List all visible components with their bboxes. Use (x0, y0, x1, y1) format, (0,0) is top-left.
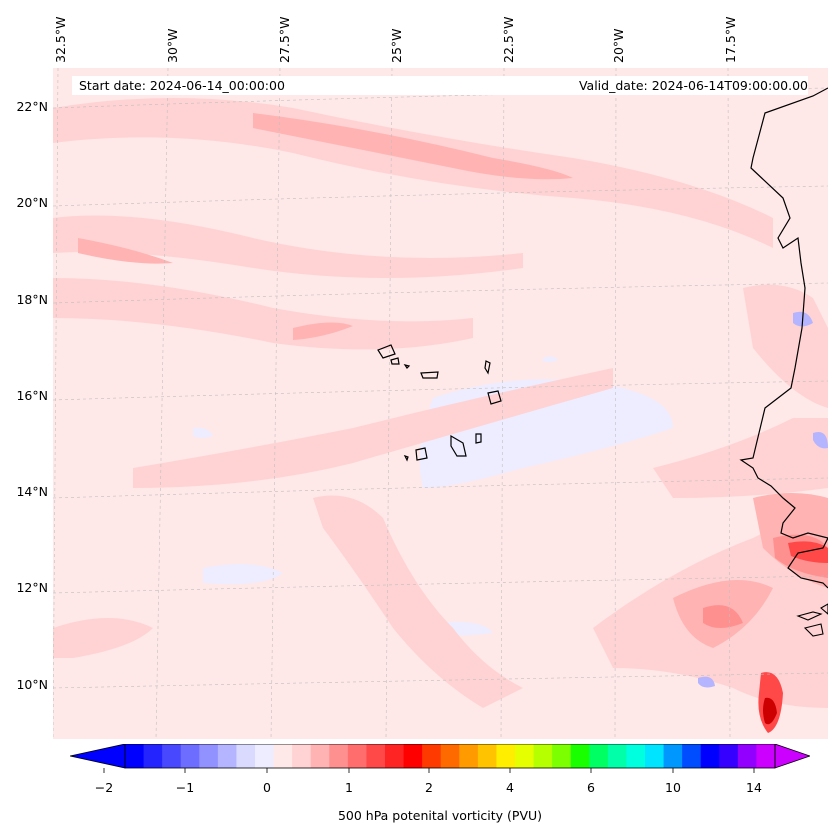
island-santa-luzia (403, 364, 411, 369)
colorbar-tick-label: 4 (506, 780, 514, 795)
colorbar-segment (645, 744, 665, 768)
lon-label-27-5w: 27.5°W (277, 16, 292, 63)
colorbar-segment (552, 744, 572, 768)
colorbar-segment (589, 744, 609, 768)
pv-map (53, 68, 828, 739)
lon-label-25w: 25°W (389, 28, 404, 63)
colorbar-segment (273, 744, 293, 768)
colorbar-segment (626, 744, 646, 768)
bissagos-islands (796, 603, 828, 637)
cape-verde-islands (377, 344, 502, 462)
colorbar-segment (217, 744, 237, 768)
lon-label-20w: 20°W (611, 28, 626, 63)
colorbar-segment (663, 744, 683, 768)
colorbar-max-arrow (774, 744, 810, 769)
colorbar (70, 744, 810, 773)
colorbar-segment (310, 744, 330, 768)
lat-label-12n: 12°N (16, 580, 48, 595)
colorbar-segment (570, 744, 590, 768)
colorbar-segment (385, 744, 405, 768)
colorbar-segment (533, 744, 553, 768)
lon-label-30w: 30°W (165, 28, 180, 63)
colorbar-segment (756, 744, 776, 768)
island-brava (403, 454, 409, 462)
date-info-box (72, 76, 808, 95)
colorbar-segment (292, 744, 312, 768)
colorbar-segment (496, 744, 516, 768)
graticule (53, 68, 828, 739)
colorbar-tick-label: 14 (746, 780, 762, 795)
colorbar-segment (199, 744, 219, 768)
colorbar-segment (347, 744, 367, 768)
lat-label-20n: 20°N (16, 195, 48, 210)
colorbar-tick-label: 6 (587, 780, 595, 795)
low-pv-spots (698, 311, 828, 688)
lat-label-16n: 16°N (16, 388, 48, 403)
colorbar-tick-label: 1 (345, 780, 353, 795)
colorbar-segment (422, 744, 442, 768)
colorbar-segment (329, 744, 349, 768)
colorbar-segment (255, 744, 275, 768)
colorbar-segment (162, 744, 182, 768)
colorbar-tick-label: 10 (665, 780, 681, 795)
colorbar-segment (700, 744, 720, 768)
island-sal (484, 360, 491, 375)
pv-maximum (763, 697, 777, 725)
colorbar-segment (143, 744, 163, 768)
lat-label-22n: 22°N (16, 99, 48, 114)
colorbar-segment (125, 744, 145, 768)
colorbar-tick-label: −1 (175, 780, 195, 795)
colorbar-segment (477, 744, 497, 768)
colorbar-segment (737, 744, 757, 768)
valid-date-text: Valid_date: 2024-06-14T09:00:00.00 (578, 78, 808, 93)
island-santiago (450, 434, 467, 457)
colorbar-segment (682, 744, 702, 768)
colorbar-segment (719, 744, 739, 768)
island-santo-antao (377, 344, 396, 359)
start-date-text: Start date: 2024-06-14_00:00:00 (79, 78, 285, 93)
island-sao-vicente (390, 357, 400, 365)
positive-pv-bands (53, 98, 828, 708)
colorbar-outline (124, 744, 776, 769)
map-panel (53, 68, 828, 739)
colorbar-tick-label: −2 (94, 780, 114, 795)
lat-label-14n: 14°N (16, 484, 48, 499)
colorbar-tick-label: 2 (425, 780, 433, 795)
colorbar-segment (180, 744, 200, 768)
lat-label-18n: 18°N (16, 292, 48, 307)
island-fogo (415, 447, 428, 461)
colorbar-segment (440, 744, 460, 768)
african-coastline (739, 87, 828, 589)
colorbar-tick-label: 0 (263, 780, 271, 795)
lon-label-17-5w: 17.5°W (723, 16, 738, 63)
island-sao-nicolau (420, 371, 439, 379)
colorbar-segment (607, 744, 627, 768)
colorbar-segment (236, 744, 256, 768)
colorbar-segment (515, 744, 535, 768)
island-boa-vista (487, 390, 502, 405)
colorbar-segment (459, 744, 479, 768)
lon-label-22-5w: 22.5°W (501, 16, 516, 63)
island-maio (475, 433, 482, 444)
colorbar-min-arrow (70, 744, 126, 769)
colorbar-label: 500 hPa potenital vorticity (PVU) (337, 808, 543, 823)
lon-label-32-5w: 32.5°W (53, 16, 68, 63)
colorbar-segment (366, 744, 386, 768)
colorbar-segment (403, 744, 423, 768)
lat-label-10n: 10°N (16, 677, 48, 692)
